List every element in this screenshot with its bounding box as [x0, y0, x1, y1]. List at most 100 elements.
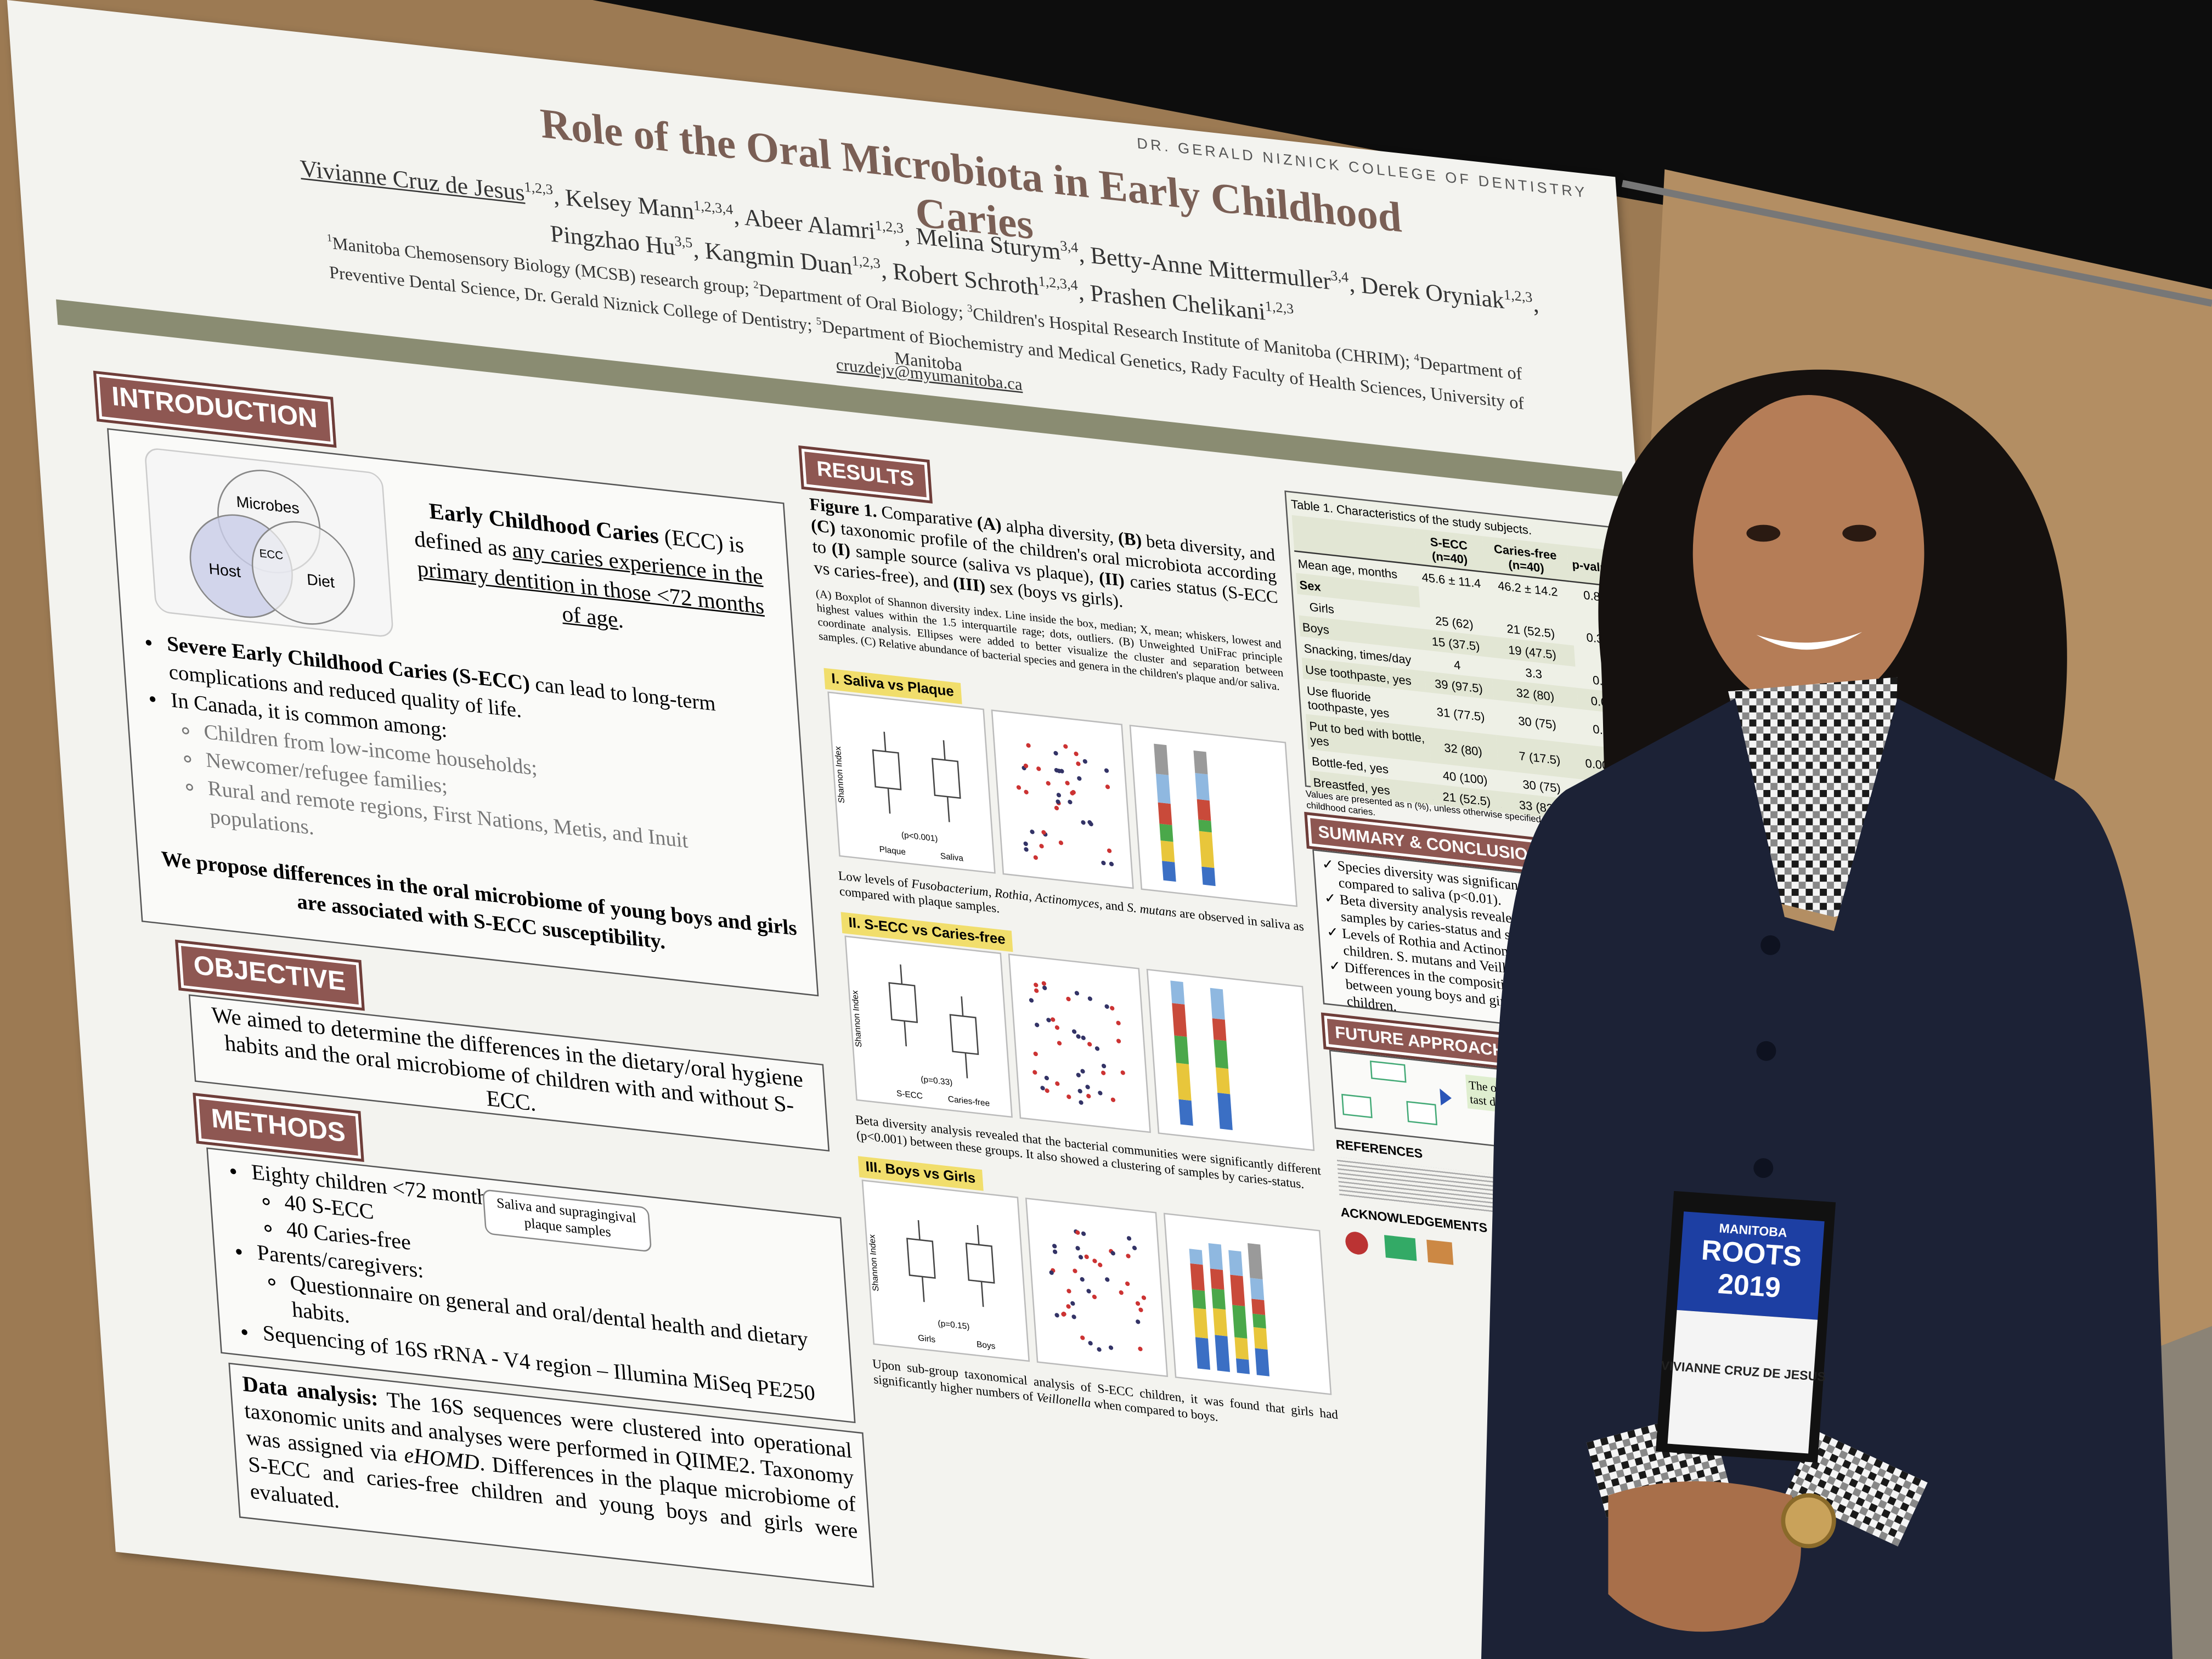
- scatter-dot: [1081, 1231, 1086, 1236]
- scatter-dot: [1074, 991, 1080, 996]
- stack-segment: [1158, 802, 1172, 825]
- stack-segment: [1189, 1249, 1203, 1265]
- scatter-dot: [1098, 1262, 1103, 1267]
- scatter-dot: [1054, 1313, 1059, 1318]
- scatter-dot: [1110, 1006, 1115, 1011]
- scatter-dot: [1081, 820, 1086, 825]
- scatter-dot: [1074, 751, 1079, 757]
- scatter-dot: [1066, 996, 1071, 1002]
- box: [872, 749, 902, 791]
- stack-segment: [1172, 1003, 1187, 1037]
- scatter-dot: [1085, 1085, 1090, 1090]
- stack-segment: [1174, 1035, 1189, 1064]
- group-label: Girls: [918, 1333, 936, 1344]
- board-frame: [1621, 179, 2212, 307]
- scatter-dot: [1016, 785, 1022, 790]
- logo: [1384, 1235, 1417, 1261]
- scatter-dot: [1107, 848, 1112, 853]
- badge-header: [1677, 1211, 1825, 1320]
- stack-segment: [1198, 819, 1212, 833]
- badge-year: 2019: [1717, 1267, 1782, 1304]
- stack-segment: [1253, 1327, 1268, 1350]
- scatter-dot: [1045, 1088, 1049, 1093]
- stack-segment: [1250, 1278, 1265, 1300]
- venn-label: Host: [208, 560, 241, 581]
- scatter-dot: [1104, 768, 1109, 773]
- scatter-dot: [1063, 744, 1068, 749]
- plot-frame: [844, 935, 1013, 1118]
- scatter-dot: [1071, 1314, 1076, 1319]
- scatter-dot: [1087, 820, 1092, 825]
- stack-segment: [1248, 1243, 1263, 1279]
- diagram-node: [1369, 1060, 1407, 1083]
- scatter-dot: [1066, 1289, 1071, 1294]
- scatter-dot: [1039, 844, 1044, 849]
- stack-segment: [1217, 1092, 1233, 1130]
- stack-segment: [1230, 1274, 1245, 1307]
- scatter-dot: [1052, 1244, 1057, 1249]
- scatter-dot: [1135, 1301, 1141, 1306]
- box: [888, 982, 918, 1023]
- venn-circle: [251, 521, 355, 625]
- scatter-dot: [1042, 985, 1047, 990]
- scatter-dot: [1057, 769, 1062, 774]
- scatter-dot: [1032, 1070, 1037, 1075]
- face: [1692, 395, 1925, 711]
- stack-segment: [1212, 1018, 1227, 1041]
- scatter-dot: [1084, 1254, 1089, 1260]
- scatter-dot: [1080, 1277, 1085, 1282]
- scatter-dot: [1119, 1290, 1124, 1295]
- scatter-dot: [1055, 1081, 1060, 1086]
- stack-segment: [1159, 823, 1173, 842]
- stack-segment: [1170, 980, 1185, 1005]
- scatter-dot: [1054, 1025, 1060, 1030]
- venn-diagram: Microbes Host Diet ECC: [145, 448, 393, 637]
- watch: [1781, 1493, 1836, 1549]
- poster: DR. GERALD NIZNICK COLLEGE OF DENTISTRY …: [7, 0, 1724, 1659]
- scatter-dot: [1097, 1347, 1102, 1352]
- scatter-dot: [1086, 1289, 1091, 1294]
- scatter-dot: [1132, 1245, 1137, 1250]
- stack-segment: [1228, 1250, 1243, 1277]
- stack-segment: [1160, 840, 1175, 862]
- scatter-dot: [1087, 996, 1092, 1001]
- scatter-dot: [1136, 1319, 1141, 1324]
- plot-frame: [827, 691, 996, 874]
- plot-frame: [861, 1180, 1030, 1362]
- scatter-dot: [1066, 1304, 1071, 1309]
- stack-segment: [1192, 1289, 1206, 1310]
- scatter-dot: [1092, 1294, 1097, 1300]
- button: [1760, 935, 1781, 955]
- scatter-dot: [1024, 847, 1029, 852]
- badge-brand: ROOTS: [1701, 1234, 1803, 1273]
- scatter-dot: [1035, 1023, 1040, 1028]
- p-value: (p=0.15): [938, 1319, 970, 1331]
- scatter-dot: [1071, 789, 1076, 795]
- scatter-dot: [1023, 841, 1028, 847]
- scatter-dot: [1094, 1046, 1100, 1051]
- venn-label: ECC: [259, 547, 284, 562]
- scatter-dot: [1138, 1307, 1143, 1312]
- scatter-dot: [1101, 1063, 1107, 1069]
- scatter-dot: [1109, 861, 1114, 867]
- scatter-dot: [1075, 1246, 1080, 1251]
- figure-panels: I. Saliva vs Plaque Shannon Index Plaque Sa…: [823, 664, 1342, 1477]
- figure-panel: III. Boys vs Girls Shannon Index Girls Boys…: [857, 1152, 1340, 1439]
- stack-segment: [1235, 1358, 1250, 1374]
- stack-segment: [1210, 988, 1225, 1020]
- stack-segment: [1211, 1288, 1226, 1310]
- scatter-dot: [1105, 785, 1110, 789]
- scatter-dot: [1110, 1097, 1116, 1102]
- figure-panel: II. S-ECC vs Caries-free Shannon Index S-E…: [840, 908, 1323, 1195]
- stack-segment: [1190, 1263, 1205, 1291]
- scatter-dot: [1080, 1335, 1085, 1340]
- scatter-dot: [1033, 855, 1038, 860]
- stack-segment: [1195, 1337, 1210, 1370]
- scatter-dot: [1087, 1042, 1092, 1047]
- scatter-dot: [1088, 1341, 1093, 1346]
- group-label: Boys: [976, 1340, 996, 1351]
